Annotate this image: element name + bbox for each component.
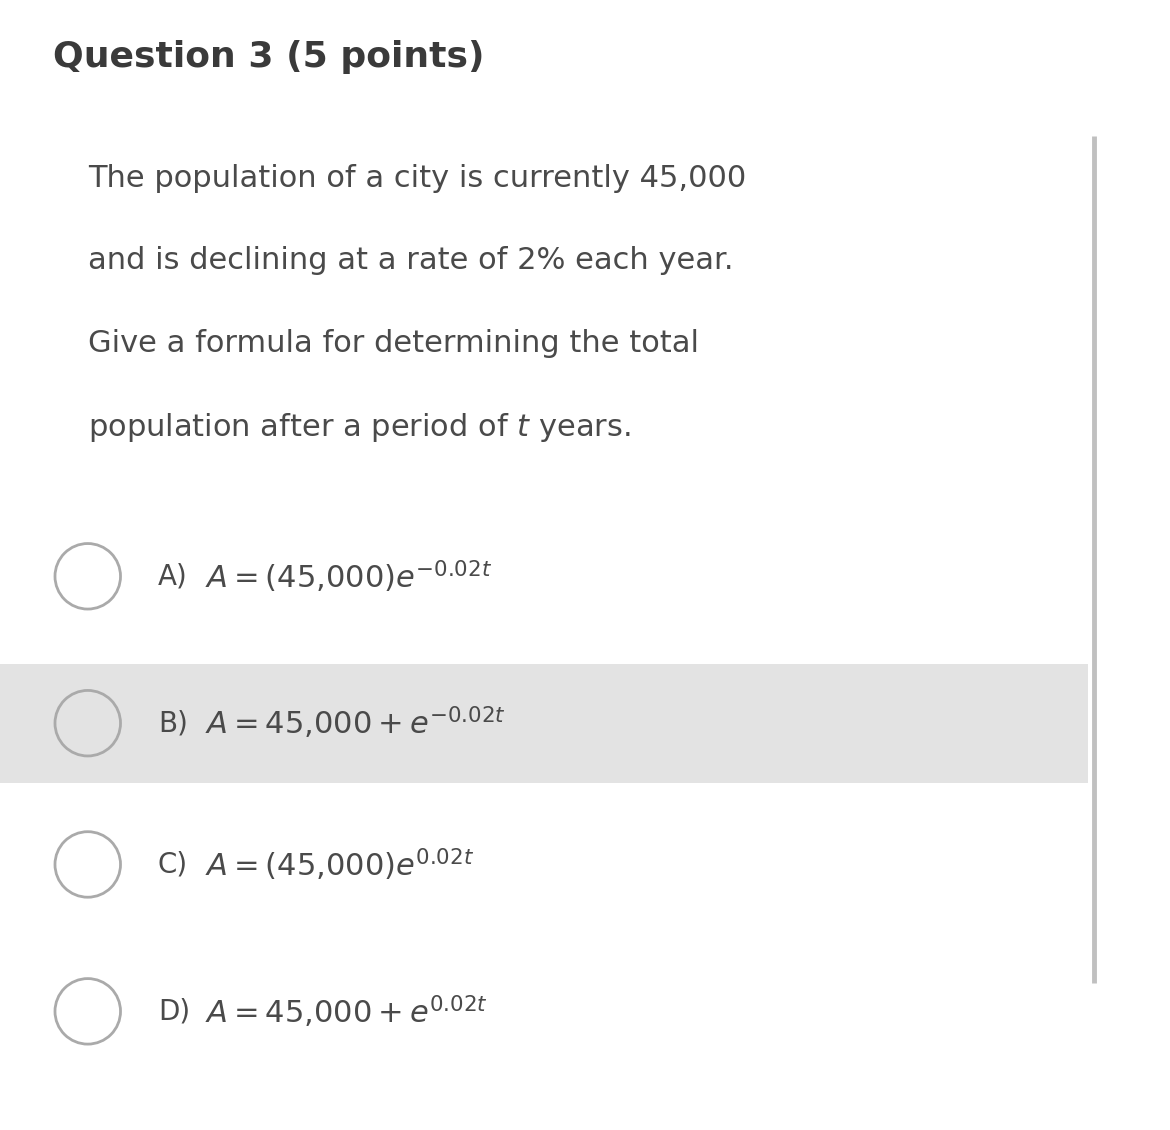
Text: Give a formula for determining the total: Give a formula for determining the total [88, 329, 698, 358]
Text: $A = 45{,}000 + e^{-0.02t}$: $A = 45{,}000 + e^{-0.02t}$ [205, 705, 505, 741]
Text: $A = 45{,}000 + e^{0.02t}$: $A = 45{,}000 + e^{0.02t}$ [205, 993, 488, 1029]
Text: $A = (45{,}000)e^{-0.02t}$: $A = (45{,}000)e^{-0.02t}$ [205, 558, 491, 594]
Text: A): A) [158, 563, 187, 590]
Text: Question 3 (5 points): Question 3 (5 points) [53, 40, 484, 73]
Text: D): D) [158, 998, 190, 1025]
FancyBboxPatch shape [0, 664, 1088, 782]
Text: The population of a city is currently 45,000: The population of a city is currently 45… [88, 164, 746, 193]
Text: $A = (45{,}000)e^{0.02t}$: $A = (45{,}000)e^{0.02t}$ [205, 846, 474, 883]
Text: B): B) [158, 710, 188, 737]
Text: and is declining at a rate of 2% each year.: and is declining at a rate of 2% each ye… [88, 246, 734, 276]
Text: C): C) [158, 851, 188, 878]
Text: population after a period of $t$ years.: population after a period of $t$ years. [88, 411, 631, 444]
